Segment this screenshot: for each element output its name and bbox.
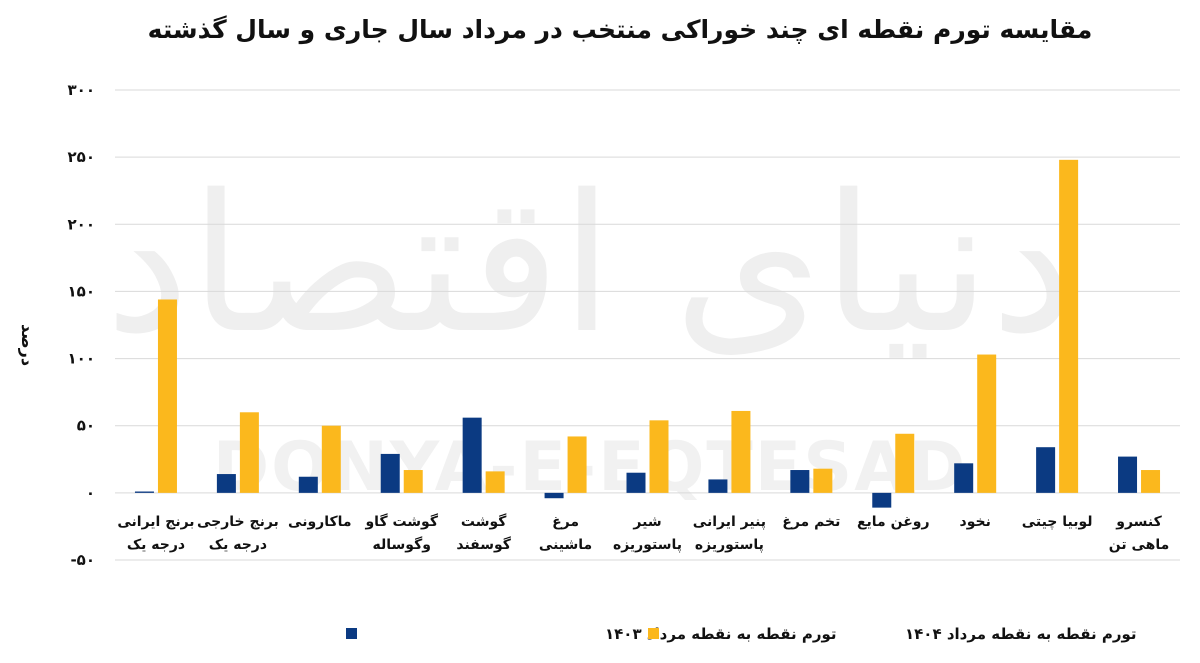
y-tick-label: ۵۰ [77, 417, 95, 435]
bar-series1-cat6 [544, 492, 564, 499]
category-label: ماکارونی [288, 514, 352, 530]
y-axis-label: درصد [18, 324, 37, 366]
category-label: تخم مرغ [782, 514, 840, 530]
y-tick-label: ۲۰۰ [68, 215, 95, 233]
category-label: پاستوریزه [695, 537, 764, 553]
category-labels: برنج ایرانی درجه یک برنج خارجی درجه یک ماکار… [117, 513, 1169, 553]
bar-series1-cat4 [380, 453, 400, 493]
bar-series1-cat10 [872, 492, 892, 508]
bar-series2-cat12 [1059, 159, 1079, 493]
bar-series1-cat13 [1118, 456, 1138, 493]
category-label: درجه یک [127, 537, 185, 553]
y-tick-label: ۱۵۰ [68, 282, 95, 300]
bar-series1-cat11 [954, 463, 974, 493]
watermark: دنیای اقتصاد DONYA-E-EQTESAD [105, 154, 1075, 507]
category-label: گوسفند [456, 536, 511, 553]
legend-swatch [648, 628, 659, 639]
category-label: کنسرو [1115, 514, 1162, 530]
category-label: گوشت گاو [364, 513, 438, 530]
legend: تورم نقطه به نقطه مرداد ۱۴۰۳ تورم نقطه به… [346, 625, 1137, 643]
watermark-arabic: دنیای اقتصاد [105, 154, 1075, 375]
bar-series2-cat6 [567, 436, 587, 493]
chart-title: مقایسه تورم نقطه ای چند خوراکی منتخب در … [148, 15, 1093, 45]
category-label: مرغ [552, 514, 579, 530]
bar-series1-cat2 [216, 474, 236, 493]
bar-series1-cat9 [790, 470, 810, 493]
legend-label: تورم نقطه به نقطه مرداد ۱۴۰۳ [605, 625, 837, 643]
category-label: برنج خارجی [197, 514, 279, 530]
bar-series1-cat7 [626, 472, 646, 493]
category-label: ماشینی [539, 537, 592, 553]
bar-series2-cat5 [485, 471, 505, 493]
y-axis-ticks: -۵۰ ۰ ۵۰ ۱۰۰ ۱۵۰ ۲۰۰ ۲۵۰ ۳۰۰ [68, 81, 95, 569]
bar-series1-cat5 [462, 417, 482, 493]
bar-series1-cat1 [134, 491, 154, 493]
bar-series2-cat2 [239, 412, 259, 493]
category-label: گوشت [461, 513, 507, 530]
bar-series2-cat11 [977, 354, 997, 493]
bars [134, 159, 1161, 508]
bar-series2-cat8 [731, 410, 751, 493]
category-label: لوبیا چیتی [1022, 514, 1093, 530]
category-label: روغن مایع [857, 514, 930, 530]
gridlines [115, 89, 1180, 561]
bar-series2-cat7 [649, 420, 669, 493]
legend-label: تورم نقطه به نقطه مرداد ۱۴۰۴ [905, 625, 1137, 643]
legend-swatch [346, 628, 357, 639]
bar-series1-cat12 [1036, 447, 1056, 493]
bar-series2-cat1 [157, 299, 177, 493]
bar-series1-cat8 [708, 479, 728, 493]
category-label: نخود [960, 514, 991, 530]
y-tick-label: ۳۰۰ [68, 81, 95, 99]
category-label: درجه یک [209, 537, 267, 553]
category-label: پنیر ایرانی [693, 514, 766, 530]
y-tick-label: -۵۰ [70, 551, 95, 569]
bar-series2-cat13 [1141, 470, 1161, 493]
y-tick-label: ۲۵۰ [68, 148, 95, 166]
bar-series2-cat3 [321, 425, 341, 493]
bar-series2-cat9 [813, 468, 833, 493]
category-label: برنج ایرانی [117, 514, 194, 530]
y-tick-label: ۰ [86, 484, 95, 502]
category-label: شیر [632, 514, 661, 530]
bar-series2-cat4 [403, 470, 423, 493]
y-tick-label: ۱۰۰ [68, 350, 95, 368]
bar-series1-cat3 [298, 476, 318, 493]
category-label: پاستوریزه [613, 537, 682, 553]
bar-series2-cat10 [895, 433, 915, 493]
category-label: وگوساله [373, 536, 431, 553]
category-label: ماهی تن [1109, 537, 1170, 553]
